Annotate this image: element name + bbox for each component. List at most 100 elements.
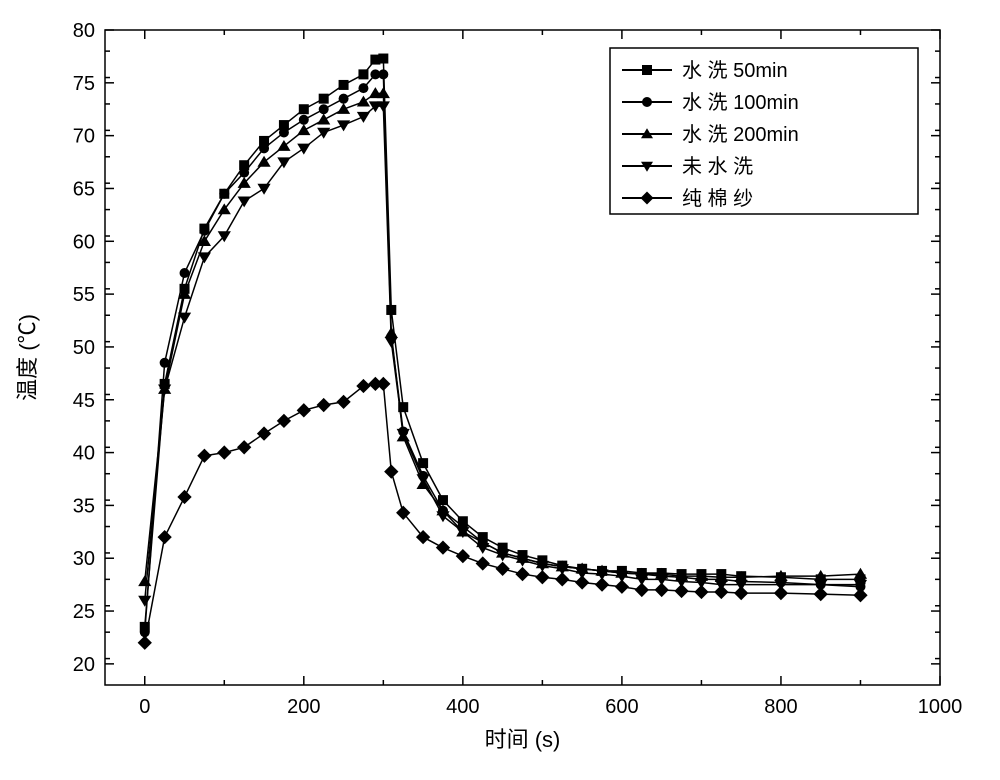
marker-triangle-up	[377, 87, 390, 98]
marker-square	[378, 54, 388, 64]
marker-diamond	[384, 464, 398, 478]
marker-triangle-up	[337, 103, 350, 114]
marker-circle	[299, 115, 309, 125]
y-tick-label: 40	[73, 443, 95, 465]
marker-diamond	[476, 556, 490, 570]
marker-circle	[160, 358, 170, 368]
marker-triangle-down	[138, 596, 151, 607]
plot-border	[105, 30, 940, 685]
marker-diamond	[535, 570, 549, 584]
series-纯棉纱	[138, 377, 868, 650]
marker-diamond	[641, 192, 654, 205]
marker-triangle-down	[198, 252, 211, 263]
marker-diamond	[655, 583, 669, 597]
legend: 水 洗 50min 水 洗 100min 水 洗 200min 未 水 洗纯 棉 纱	[610, 48, 918, 214]
marker-diamond	[197, 449, 211, 463]
marker-diamond	[257, 426, 271, 440]
marker-diamond	[714, 585, 728, 599]
x-tick-label: 800	[764, 696, 797, 718]
marker-square	[642, 65, 652, 75]
marker-square	[319, 94, 329, 104]
marker-diamond	[336, 395, 350, 409]
marker-triangle-down	[238, 196, 251, 207]
marker-circle	[199, 226, 209, 236]
legend-label: 未 水 洗	[682, 155, 753, 178]
marker-triangle-down	[277, 157, 290, 168]
marker-diamond	[297, 403, 311, 417]
legend-label: 水 洗 100min	[682, 91, 799, 114]
marker-circle	[339, 94, 349, 104]
marker-circle	[259, 143, 269, 153]
marker-diamond	[694, 585, 708, 599]
y-tick-label: 80	[73, 20, 95, 42]
marker-diamond	[237, 440, 251, 454]
y-tick-label: 60	[73, 231, 95, 253]
x-tick-label: 600	[605, 696, 638, 718]
marker-triangle-down	[257, 184, 270, 195]
marker-diamond	[217, 445, 231, 459]
marker-triangle-down	[377, 101, 390, 112]
marker-diamond	[376, 377, 390, 391]
y-tick-label: 30	[73, 548, 95, 570]
marker-diamond	[774, 586, 788, 600]
marker-diamond	[615, 580, 629, 594]
marker-triangle-up	[854, 568, 867, 579]
marker-diamond	[495, 562, 509, 576]
marker-square	[358, 69, 368, 79]
marker-circle	[642, 97, 652, 107]
y-tick-label: 35	[73, 495, 95, 517]
marker-triangle-down	[476, 543, 489, 554]
marker-circle	[279, 127, 289, 137]
marker-diamond	[555, 572, 569, 586]
marker-diamond	[575, 575, 589, 589]
y-tick-label: 25	[73, 601, 95, 623]
marker-triangle-up	[297, 124, 310, 135]
marker-triangle-up	[357, 96, 370, 107]
marker-square	[299, 104, 309, 114]
marker-diamond	[317, 398, 331, 412]
marker-square	[339, 80, 349, 90]
marker-diamond	[277, 414, 291, 428]
marker-diamond	[177, 490, 191, 504]
y-tick-label: 65	[73, 178, 95, 200]
marker-diamond	[436, 541, 450, 555]
y-tick-label: 70	[73, 126, 95, 148]
x-tick-label: 1000	[918, 696, 963, 718]
legend-label: 纯 棉 纱	[682, 187, 753, 210]
series-line	[145, 106, 861, 600]
y-tick-label: 20	[73, 654, 95, 676]
y-tick-label: 50	[73, 337, 95, 359]
x-tick-label: 0	[139, 696, 150, 718]
series-line	[145, 384, 861, 643]
marker-diamond	[814, 587, 828, 601]
chart-container: 0 200 400 600 800 1000 20 25 30 35 40 45 50 55 60 65 70 7…	[0, 0, 1000, 780]
marker-diamond	[853, 588, 867, 602]
marker-diamond	[157, 530, 171, 544]
marker-diamond	[138, 636, 152, 650]
marker-diamond	[456, 549, 470, 563]
x-axis-label: 时间 (s)	[485, 727, 561, 752]
marker-circle	[358, 83, 368, 93]
series-未水洗	[138, 101, 867, 606]
marker-diamond	[356, 379, 370, 393]
marker-diamond	[515, 567, 529, 581]
marker-triangle-up	[218, 203, 231, 214]
marker-diamond	[595, 577, 609, 591]
legend-label: 水 洗 200min	[682, 123, 799, 146]
marker-circle	[319, 104, 329, 114]
marker-diamond	[674, 584, 688, 598]
y-tick-label: 45	[73, 390, 95, 412]
marker-triangle-down	[297, 144, 310, 155]
marker-triangle-down	[337, 120, 350, 131]
y-tick-label: 55	[73, 284, 95, 306]
legend-label: 水 洗 50min	[682, 59, 788, 82]
marker-diamond	[635, 583, 649, 597]
x-tick-label: 200	[287, 696, 320, 718]
x-tick-label: 400	[446, 696, 479, 718]
marker-circle	[180, 268, 190, 278]
y-tick-label: 75	[73, 73, 95, 95]
marker-triangle-up	[317, 114, 330, 125]
marker-circle	[239, 168, 249, 178]
marker-diamond	[734, 586, 748, 600]
marker-triangle-down	[357, 112, 370, 123]
